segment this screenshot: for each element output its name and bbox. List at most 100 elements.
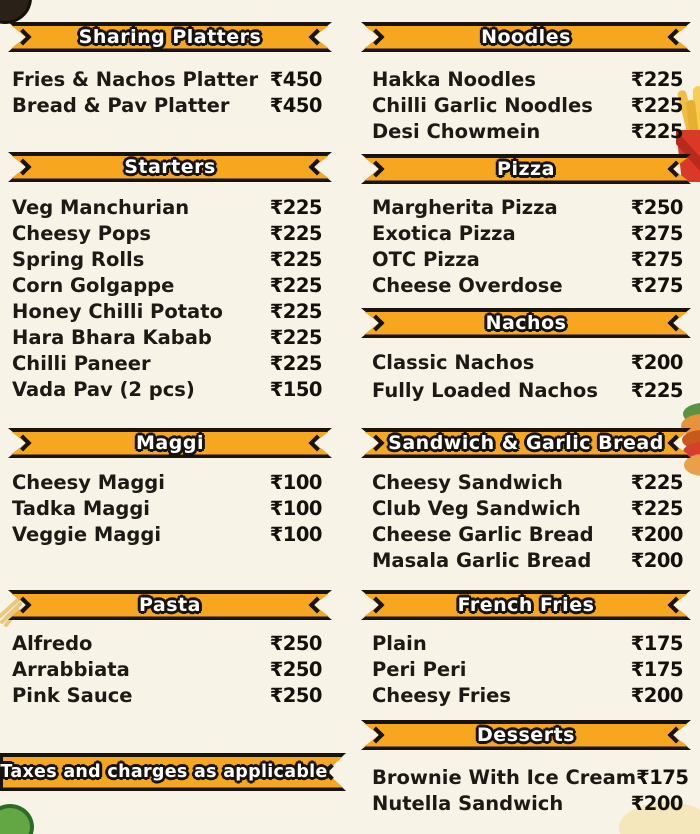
menu-section-sharing-platters: Sharing Platters Fries & Nachos Platter ₹4… <box>8 22 332 118</box>
section-banner-starters: Starters <box>8 152 332 182</box>
item-name: OTC Pizza <box>372 247 480 271</box>
item-price: ₹225 <box>269 273 323 297</box>
ribbon-fill <box>364 432 688 455</box>
section-banner-pizza: Pizza <box>361 154 691 184</box>
section-banner-nachos: Nachos <box>361 308 691 338</box>
item-price: ₹200 <box>630 522 684 546</box>
item-name: Arrabbiata <box>12 657 130 681</box>
menu-item: Hara Bhara Kabab ₹225 <box>12 324 323 350</box>
section-title: Sandwich & Garlic Bread <box>388 432 664 454</box>
section-title: Noodles <box>481 26 571 48</box>
menu-item: Arrabbiata ₹250 <box>12 656 323 682</box>
item-price: ₹225 <box>269 247 323 271</box>
menu-section-french-fries: French Fries Plain ₹175 Peri Peri ₹175 Cheesy… <box>361 590 691 708</box>
menu-item: Alfredo ₹250 <box>12 630 323 656</box>
item-list: Plain ₹175 Peri Peri ₹175 Cheesy Fries ₹200 <box>361 630 691 708</box>
section-title: French Fries <box>457 594 595 616</box>
item-price: ₹225 <box>269 299 323 323</box>
item-name: Brownie With Ice Cream <box>372 765 637 789</box>
menu-section-maggi: Maggi Cheesy Maggi ₹100 Tadka Maggi ₹100 Vegg… <box>8 428 332 547</box>
menu-section-noodles: Noodles Hakka Noodles ₹225 Chilli Garlic No… <box>361 22 691 144</box>
item-name: Spring Rolls <box>12 247 145 271</box>
item-name: Cheese Garlic Bread <box>372 522 594 546</box>
item-name: Tadka Maggi <box>12 496 150 520</box>
ribbon-fill <box>364 594 688 617</box>
menu-section-pizza: Pizza Margherita Pizza ₹250 Exotica Pizza ₹2… <box>361 154 691 298</box>
item-name: Margherita Pizza <box>372 195 558 219</box>
item-price: ₹250 <box>630 195 684 219</box>
menu-item: Plain ₹175 <box>372 630 684 656</box>
section-banner-pasta: Pasta <box>8 590 332 620</box>
item-price: ₹225 <box>630 93 684 117</box>
item-price: ₹225 <box>269 351 323 375</box>
item-price: ₹200 <box>630 548 684 572</box>
menu-item: Brownie With Ice Cream ₹175 <box>372 764 689 790</box>
item-name: Corn Golgappe <box>12 273 175 297</box>
item-name: Chilli Paneer <box>12 351 151 375</box>
menu-item: Corn Golgappe ₹225 <box>12 272 323 298</box>
item-name: Masala Garlic Bread <box>372 548 592 572</box>
menu-item: Cheese Garlic Bread ₹200 <box>372 521 684 547</box>
section-title: Pasta <box>139 594 201 616</box>
menu-item: Pink Sauce ₹250 <box>12 682 323 708</box>
column-right: Noodles Hakka Noodles ₹225 Chilli Garlic No… <box>361 0 691 816</box>
menu-item: Margherita Pizza ₹250 <box>372 194 684 220</box>
menu-item: OTC Pizza ₹275 <box>372 246 684 272</box>
fries-icon <box>676 86 700 182</box>
item-name: Club Veg Sandwich <box>372 496 581 520</box>
section-banner-sharing-platters: Sharing Platters <box>8 22 332 52</box>
menu-item: Club Veg Sandwich ₹225 <box>372 495 684 521</box>
menu-section-nachos: Nachos Classic Nachos ₹200 Fully Loaded Nac… <box>361 308 691 404</box>
item-name: Veg Manchurian <box>12 195 190 219</box>
item-price: ₹175 <box>630 631 684 655</box>
section-banner-sandwich-garlic-bread: Sandwich & Garlic Bread <box>361 428 691 458</box>
section-title: Desserts <box>477 724 575 746</box>
menu-item: Cheesy Pops ₹225 <box>12 220 323 246</box>
menu-item: Classic Nachos ₹200 <box>372 348 684 376</box>
item-list: Brownie With Ice Cream ₹175 Nutella Sandwi… <box>361 764 691 816</box>
item-price: ₹225 <box>630 67 684 91</box>
menu-item: Desi Chowmein ₹225 <box>372 118 684 144</box>
item-price: ₹100 <box>269 522 323 546</box>
ribbon-fill <box>364 26 688 49</box>
item-name: Honey Chilli Potato <box>12 299 223 323</box>
item-price: ₹100 <box>269 496 323 520</box>
item-name: Desi Chowmein <box>372 119 541 143</box>
taxes-note-label: Taxes and charges as applicable <box>0 762 328 782</box>
section-title: Pizza <box>497 158 555 180</box>
menu-section-desserts: Desserts Brownie With Ice Cream ₹175 Nutell… <box>361 720 691 816</box>
menu-item: Nutella Sandwich ₹200 <box>372 790 684 816</box>
menu-item: Cheesy Maggi ₹100 <box>12 469 323 495</box>
item-name: Fully Loaded Nachos <box>372 378 598 402</box>
item-price: ₹275 <box>630 273 684 297</box>
menu-item: Vada Pav (2 pcs) ₹150 <box>12 376 323 402</box>
item-price: ₹225 <box>269 195 323 219</box>
item-price: ₹200 <box>630 683 684 707</box>
item-name: Hara Bhara Kabab <box>12 325 212 349</box>
menu-item: Spring Rolls ₹225 <box>12 246 323 272</box>
item-name: Peri Peri <box>372 657 467 681</box>
item-name: Cheesy Sandwich <box>372 470 563 494</box>
item-price: ₹150 <box>269 377 323 401</box>
section-title: Nachos <box>485 312 567 334</box>
item-name: Exotica Pizza <box>372 221 516 245</box>
item-name: Nutella Sandwich <box>372 791 564 815</box>
menu-section-pasta: Pasta Alfredo ₹250 Arrabbiata ₹250 Pink Sauce… <box>8 590 332 708</box>
item-price: ₹225 <box>630 378 684 402</box>
section-banner-desserts: Desserts <box>361 720 691 750</box>
item-list: Margherita Pizza ₹250 Exotica Pizza ₹275 OTC… <box>361 194 691 298</box>
item-name: Plain <box>372 631 427 655</box>
item-name: Alfredo <box>12 631 93 655</box>
menu-item: Masala Garlic Bread ₹200 <box>372 547 684 573</box>
menu-item: Tadka Maggi ₹100 <box>12 495 323 521</box>
ribbon-fill <box>11 594 329 617</box>
item-price: ₹175 <box>630 657 684 681</box>
item-name: Cheesy Fries <box>372 683 511 707</box>
item-price: ₹275 <box>630 221 684 245</box>
item-name: Pink Sauce <box>12 683 133 707</box>
ribbon-fill <box>364 724 688 747</box>
menu-item: Honey Chilli Potato ₹225 <box>12 298 323 324</box>
menu-item: Veg Manchurian ₹225 <box>12 194 323 220</box>
section-title: Maggi <box>136 432 204 454</box>
